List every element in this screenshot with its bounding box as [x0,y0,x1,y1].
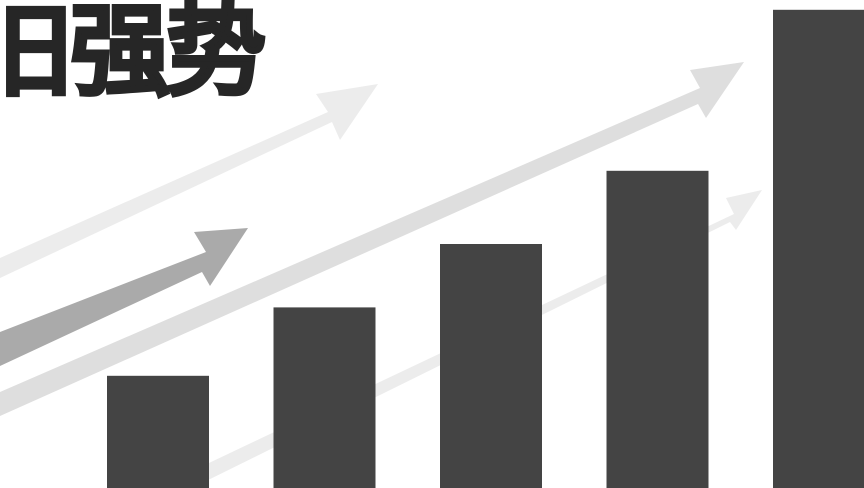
bar-5 [773,9,864,488]
arrow-mid-icon [0,228,248,366]
headline-text: 旧强势 [0,0,268,112]
arrow-faint-upper-icon [0,84,378,278]
bar-group [107,9,864,488]
bar-4 [606,170,709,488]
bar-2 [273,307,376,488]
bar-1 [107,375,209,488]
arrow-light-long-icon [0,62,744,416]
bar-3 [440,244,542,488]
